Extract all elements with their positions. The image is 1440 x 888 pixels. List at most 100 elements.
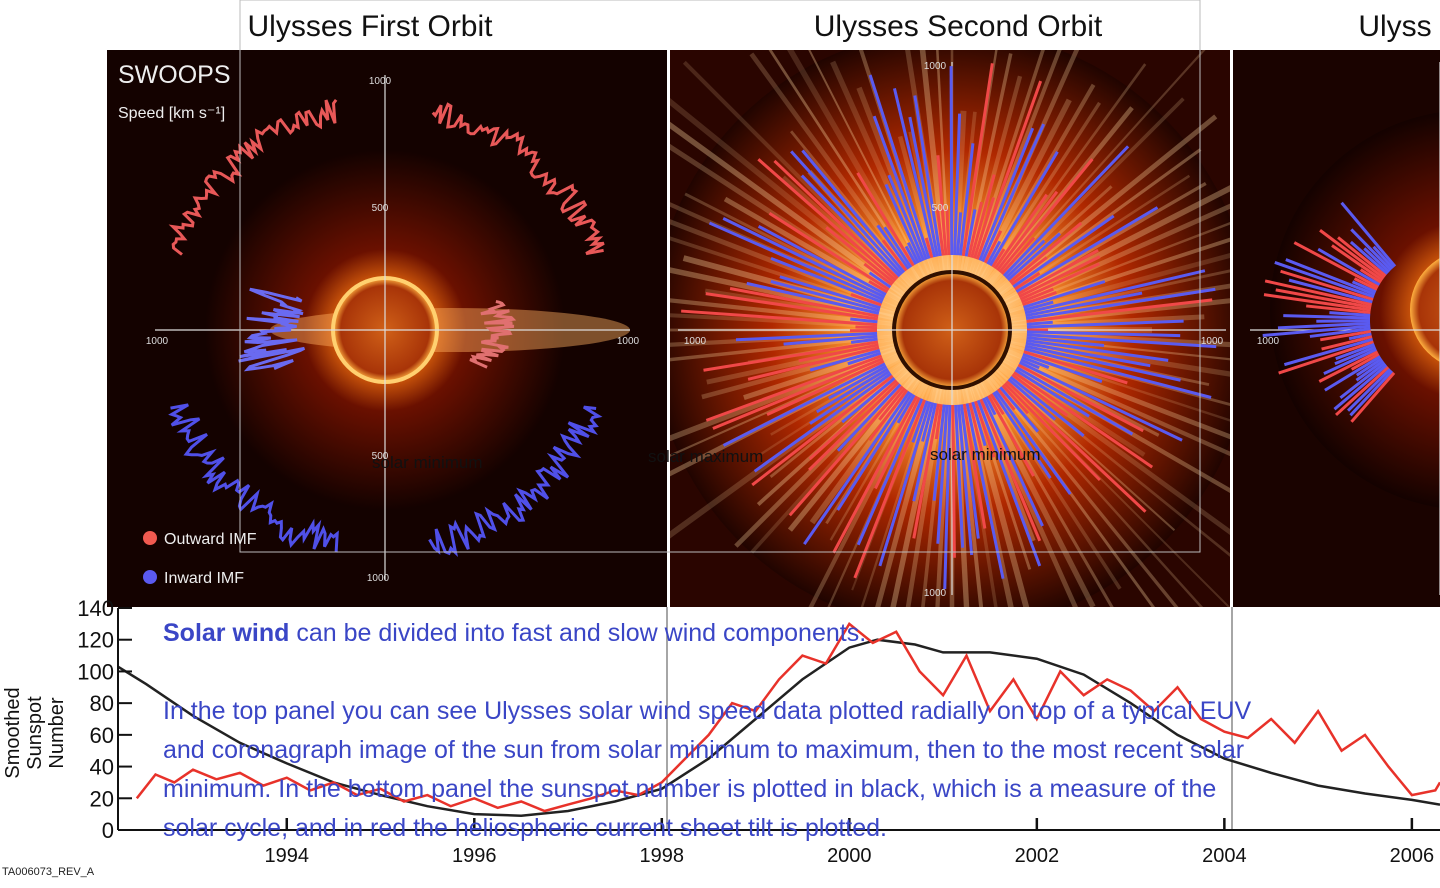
speed-spike <box>847 351 882 366</box>
speed-spike <box>1288 278 1373 304</box>
speed-spike <box>892 88 937 258</box>
speed-spike <box>982 397 1044 527</box>
corona-ray <box>964 387 1030 607</box>
speed-trace <box>168 99 338 256</box>
speed-spike <box>1283 337 1374 367</box>
speed-spike <box>1324 355 1382 392</box>
speed-spike <box>703 340 879 372</box>
x-tick-label: 2002 <box>1015 845 1060 867</box>
speed-spike <box>790 150 903 276</box>
speed-spike <box>757 158 897 282</box>
speed-spike <box>1280 269 1374 301</box>
speed-spike <box>1293 241 1379 289</box>
y-axis-label: Smoothed Sunspot Number <box>2 687 68 779</box>
speed-spike <box>961 63 994 257</box>
speed-spike <box>1333 364 1388 411</box>
speed-spike <box>1335 342 1375 361</box>
panel-image <box>107 50 667 607</box>
speed-spike <box>1011 373 1069 417</box>
speed-spike <box>1024 344 1181 382</box>
y-tick-label: 0 <box>102 818 114 843</box>
speed-spike <box>981 123 1046 263</box>
polar-tick-label: 1000 <box>684 336 707 347</box>
speed-spike <box>1309 327 1371 338</box>
speed-spike <box>996 190 1059 272</box>
speed-spike <box>957 404 974 556</box>
speed-spike <box>1355 359 1385 382</box>
speed-spike <box>773 159 899 280</box>
speed-spike <box>936 155 948 256</box>
speed-spike <box>751 374 894 487</box>
corona-ray <box>1008 347 1230 422</box>
speed-spike <box>954 404 965 548</box>
corona-ray <box>856 86 934 275</box>
speed-spike <box>878 401 932 567</box>
speed-spike <box>987 394 1035 477</box>
x-tick-label: 1994 <box>265 845 310 867</box>
corona-ray <box>808 382 927 607</box>
speed-trace <box>469 300 517 369</box>
polar-tick-label: 1000 <box>924 588 947 599</box>
speed-spike <box>921 402 935 442</box>
speed-spike <box>722 362 886 447</box>
speed-spike <box>1026 319 1184 329</box>
speed-trace <box>168 403 339 553</box>
speed-spike <box>943 404 952 590</box>
speed-spike <box>816 367 889 414</box>
speed-spike <box>1335 366 1390 417</box>
speed-spike <box>1008 221 1083 284</box>
corona-ray <box>769 366 907 478</box>
quantity-label: Speed [km s⁻¹] <box>118 105 225 122</box>
speed-spike <box>1264 279 1373 307</box>
speed-spike <box>1277 321 1371 330</box>
panel-image <box>1233 50 1440 607</box>
speed-spike <box>868 389 909 442</box>
panel-title: Ulysses First Orbit <box>247 10 493 43</box>
speed-spike <box>955 212 963 256</box>
corona-ray <box>956 389 984 607</box>
speed-spike <box>912 402 938 502</box>
polar-tick-label: 1000 <box>146 336 169 347</box>
corona-ray <box>1007 349 1230 440</box>
lead-bold: Solar wind <box>163 619 290 647</box>
corona-ray <box>952 110 967 271</box>
speed-spike <box>945 208 951 256</box>
speed-spike <box>949 66 954 256</box>
speed-spike <box>868 271 892 289</box>
speed-spike <box>801 149 906 274</box>
speed-spike <box>1023 300 1054 312</box>
corona-ray <box>974 383 1078 607</box>
speed-spike <box>874 396 921 490</box>
paragraph: In the top panel you can see Ulysses sol… <box>163 697 1252 842</box>
speed-spike <box>1334 345 1376 366</box>
speed-spike <box>1007 378 1057 421</box>
speed-spike <box>1278 340 1374 375</box>
speed-spike <box>1350 352 1380 371</box>
speed-spike <box>998 158 1094 273</box>
speed-spike <box>983 230 1003 264</box>
speed-spike <box>863 262 894 287</box>
speed-spike <box>868 74 931 260</box>
speed-spike <box>951 404 956 558</box>
corona-ray <box>988 375 1179 607</box>
speed-spike <box>964 209 977 257</box>
speed-spike <box>853 399 927 579</box>
corona-ray <box>919 50 949 271</box>
speed-spike <box>1323 347 1378 376</box>
speed-spike <box>1347 368 1392 412</box>
speed-spike <box>798 343 879 363</box>
speed-spike <box>841 377 896 424</box>
speed-trace <box>431 102 605 256</box>
speed-spike <box>978 127 1035 261</box>
speed-spike <box>770 280 880 313</box>
polar-tick-label: 1000 <box>367 573 390 584</box>
speed-spike <box>708 221 884 302</box>
speed-spike <box>911 400 929 443</box>
legend-swatch <box>143 531 157 545</box>
speed-spike <box>1285 258 1376 296</box>
corona-ray <box>1010 336 1230 377</box>
speed-spike <box>975 80 1043 260</box>
speed-spike <box>1351 280 1377 294</box>
corona-ray <box>991 373 1204 607</box>
speed-spike <box>884 183 923 263</box>
